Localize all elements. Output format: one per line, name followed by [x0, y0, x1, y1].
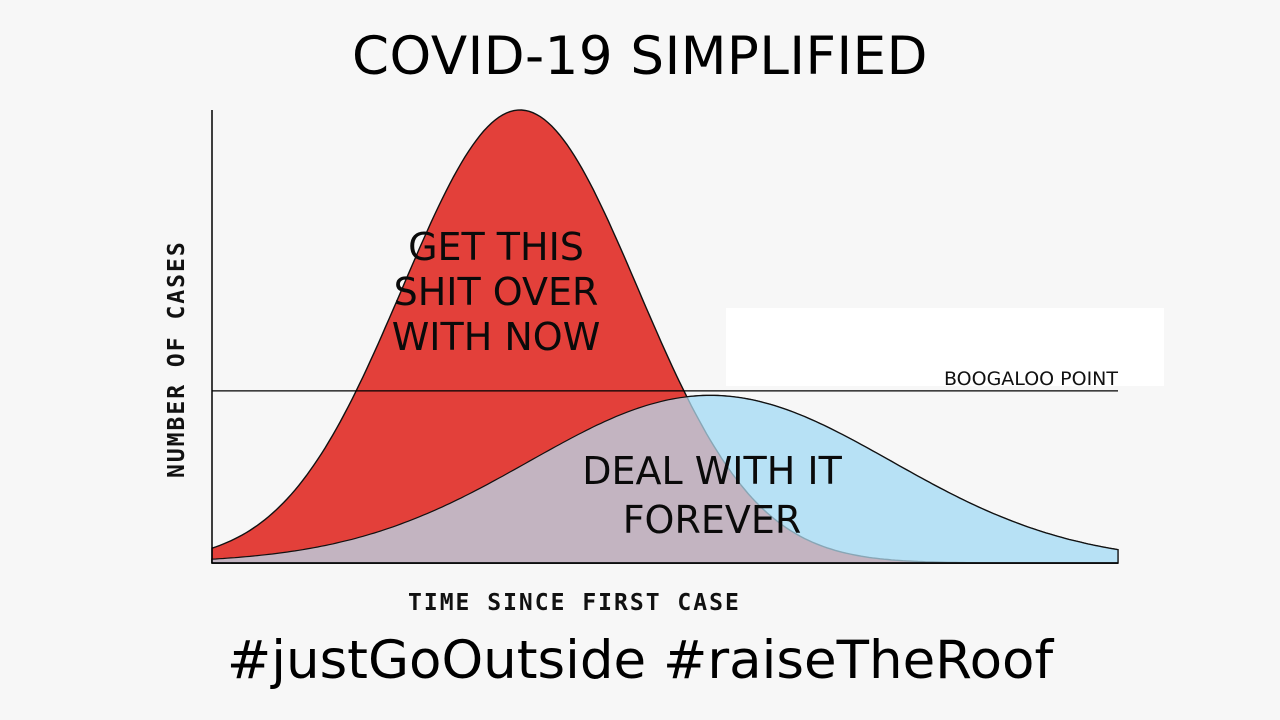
series-blue-overlay [211, 394, 1119, 564]
y-axis-label: NUMBER OF CASES [164, 240, 190, 478]
page-title: COVID-19 SIMPLIFIED [352, 26, 928, 87]
threshold-label: BOOGALOO POINT [944, 368, 1118, 390]
footer-hashtags: #justGoOutside #raiseTheRoof [226, 630, 1054, 691]
label-backdrop [726, 308, 1164, 386]
x-axis-label: TIME SINCE FIRST CASE [408, 590, 741, 616]
red-label-line-2: SHIT OVER [394, 270, 599, 314]
series-blue-label: DEAL WITH IT FOREVER [582, 449, 842, 542]
red-label-line-3: WITH NOW [392, 315, 601, 359]
blue-label-line-1: DEAL WITH IT [582, 449, 842, 493]
blue-label-line-2: FOREVER [623, 498, 802, 542]
red-label-line-1: GET THIS [408, 225, 584, 269]
